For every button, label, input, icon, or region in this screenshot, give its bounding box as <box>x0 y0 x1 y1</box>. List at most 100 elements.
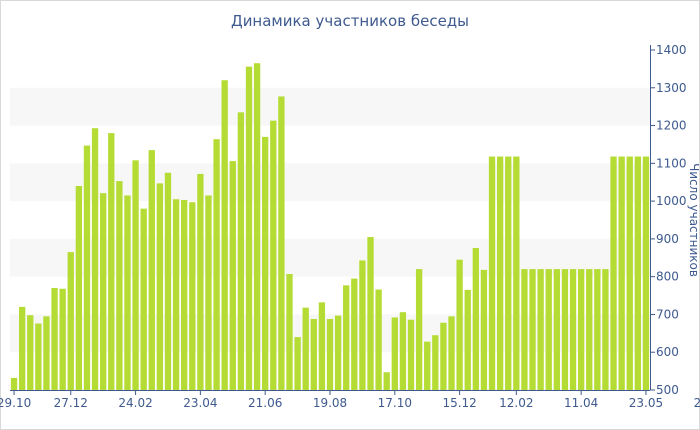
x-tick-label: 19.08 <box>313 396 347 410</box>
bar <box>181 199 188 390</box>
x-axis: 29.10 27.12 24.02 23.04 21.06 19.08 17.10 15.12… <box>0 390 700 410</box>
grid-band <box>10 87 650 126</box>
bar <box>253 63 261 390</box>
chart-title: Динамика участников беседы <box>230 12 470 30</box>
bar <box>75 186 83 390</box>
bar <box>10 377 18 390</box>
bar <box>43 316 50 390</box>
bar <box>375 289 382 390</box>
bar <box>521 269 528 390</box>
bar <box>213 139 220 390</box>
bar <box>448 316 455 390</box>
bar <box>561 269 569 390</box>
bar <box>642 156 650 390</box>
bar <box>156 183 164 390</box>
x-tick-label: 15.12 <box>442 396 476 410</box>
y-tick-label: 1400 <box>656 43 687 57</box>
y-tick-label: 700 <box>656 307 679 321</box>
bar <box>189 202 196 390</box>
x-tick-label: 29.10 <box>0 396 31 410</box>
bar <box>440 322 447 390</box>
bar <box>67 252 74 390</box>
bar <box>132 160 139 390</box>
bar <box>432 335 439 390</box>
bar <box>367 237 374 390</box>
bar <box>124 195 131 390</box>
y-tick-label: 1200 <box>656 119 687 133</box>
y-tick-label: 800 <box>656 270 679 284</box>
bar <box>262 136 269 390</box>
bar <box>286 274 293 390</box>
bar <box>569 269 577 390</box>
bar <box>464 289 471 390</box>
bar <box>472 247 479 390</box>
bar <box>391 317 398 390</box>
bar <box>108 133 115 391</box>
bar <box>100 193 107 390</box>
bar <box>148 150 155 390</box>
y-tick-label: 900 <box>656 232 679 246</box>
bar <box>164 172 172 390</box>
bar <box>488 156 496 390</box>
bar <box>334 315 342 390</box>
bar <box>359 260 366 390</box>
bar <box>618 156 625 390</box>
y-axis: 500 600 700 800 900 1000 1100 1200 1300 1400 <box>650 43 687 397</box>
bar <box>302 307 309 390</box>
bar <box>626 156 633 390</box>
bar <box>140 208 147 390</box>
bar <box>399 312 407 390</box>
bar <box>343 285 350 390</box>
bar <box>424 341 431 390</box>
bar <box>383 372 390 390</box>
bar <box>577 269 585 390</box>
bar <box>351 278 358 390</box>
bar <box>172 199 180 390</box>
bar <box>553 269 560 390</box>
bar <box>197 173 204 390</box>
bar-series <box>10 63 650 391</box>
bar <box>27 315 34 390</box>
bar <box>245 66 253 391</box>
x-tick-label: 29.05 <box>694 396 700 410</box>
x-tick-label: 27.12 <box>54 396 88 410</box>
bar <box>270 120 277 390</box>
x-tick-label: 21.06 <box>248 396 282 410</box>
x-tick-label: 12.02 <box>499 396 533 410</box>
bar <box>634 156 642 390</box>
bar <box>456 259 463 390</box>
bar <box>205 195 212 390</box>
y-tick-label: 600 <box>656 345 679 359</box>
bar <box>496 156 504 390</box>
bar <box>529 269 536 390</box>
bar <box>229 161 236 390</box>
y-axis-title: Число участников <box>687 163 700 277</box>
bar <box>221 80 228 390</box>
bar <box>83 145 91 390</box>
y-tick-label: 500 <box>656 383 679 397</box>
bar <box>18 306 26 390</box>
bar <box>35 323 42 390</box>
x-tick-label: 23.05 <box>629 396 663 410</box>
y-tick-label: 1000 <box>656 194 687 208</box>
bar <box>480 269 488 390</box>
bar <box>537 269 544 390</box>
y-tick-label: 1300 <box>656 81 687 95</box>
bar <box>586 269 593 390</box>
bar <box>237 112 245 390</box>
bar <box>594 269 601 390</box>
bar <box>602 269 609 390</box>
bar <box>294 337 301 390</box>
bar <box>116 181 123 390</box>
x-tick-label: 11.04 <box>564 396 598 410</box>
bar <box>59 288 66 390</box>
bar <box>505 156 512 390</box>
bar <box>278 96 285 390</box>
bar <box>91 128 99 390</box>
y-tick-label: 1100 <box>656 156 687 170</box>
bar <box>610 156 617 390</box>
bar <box>407 319 415 390</box>
bar <box>415 269 423 390</box>
bar <box>310 318 317 390</box>
bar <box>326 318 334 390</box>
